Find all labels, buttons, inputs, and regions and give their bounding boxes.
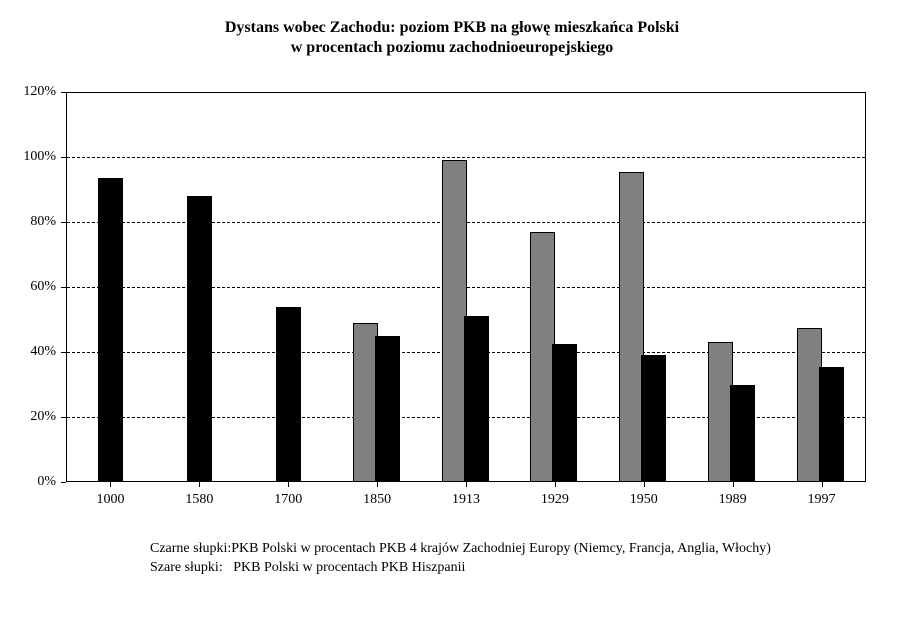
legend-line-2: Szare słupki: PKB Polski w procentach PK… (150, 559, 771, 578)
x-axis-label: 1997 (808, 492, 836, 508)
x-axis-label: 1913 (452, 492, 480, 508)
bar-black (730, 385, 755, 483)
x-tick (377, 482, 378, 487)
bar-black (187, 196, 212, 482)
x-tick (555, 482, 556, 487)
bar-black (819, 367, 844, 482)
bar-black (641, 355, 666, 482)
y-axis-label: 120% (0, 84, 56, 100)
y-tick (61, 482, 66, 483)
x-tick (822, 482, 823, 487)
x-axis-label: 1989 (719, 492, 747, 508)
x-axis-label: 1700 (274, 492, 302, 508)
y-axis-label: 40% (0, 344, 56, 360)
bar-black (552, 344, 577, 482)
y-axis-label: 80% (0, 214, 56, 230)
x-axis-label: 1000 (96, 492, 124, 508)
x-tick (199, 482, 200, 487)
chart-legend: Czarne słupki:PKB Polski w procentach PK… (150, 540, 771, 578)
bar-black (276, 307, 301, 483)
y-axis-label: 100% (0, 149, 56, 165)
x-tick (288, 482, 289, 487)
x-tick (733, 482, 734, 487)
bar-black (98, 178, 123, 482)
bars-layer (66, 92, 866, 482)
x-tick (644, 482, 645, 487)
bar-black (464, 316, 489, 482)
bar-black (375, 336, 400, 482)
y-axis-label: 20% (0, 409, 56, 425)
x-tick (110, 482, 111, 487)
y-axis-label: 60% (0, 279, 56, 295)
x-axis-label: 1929 (541, 492, 569, 508)
x-tick (466, 482, 467, 487)
legend-line-1: Czarne słupki:PKB Polski w procentach PK… (150, 540, 771, 559)
bar-chart: 0% 20% 40% 60% 80% 100% 120% 1000 1580 1700 1850 19… (0, 0, 904, 626)
x-axis-label: 1850 (363, 492, 391, 508)
x-axis-label: 1950 (630, 492, 658, 508)
y-axis-label: 0% (0, 474, 56, 490)
x-axis-label: 1580 (185, 492, 213, 508)
